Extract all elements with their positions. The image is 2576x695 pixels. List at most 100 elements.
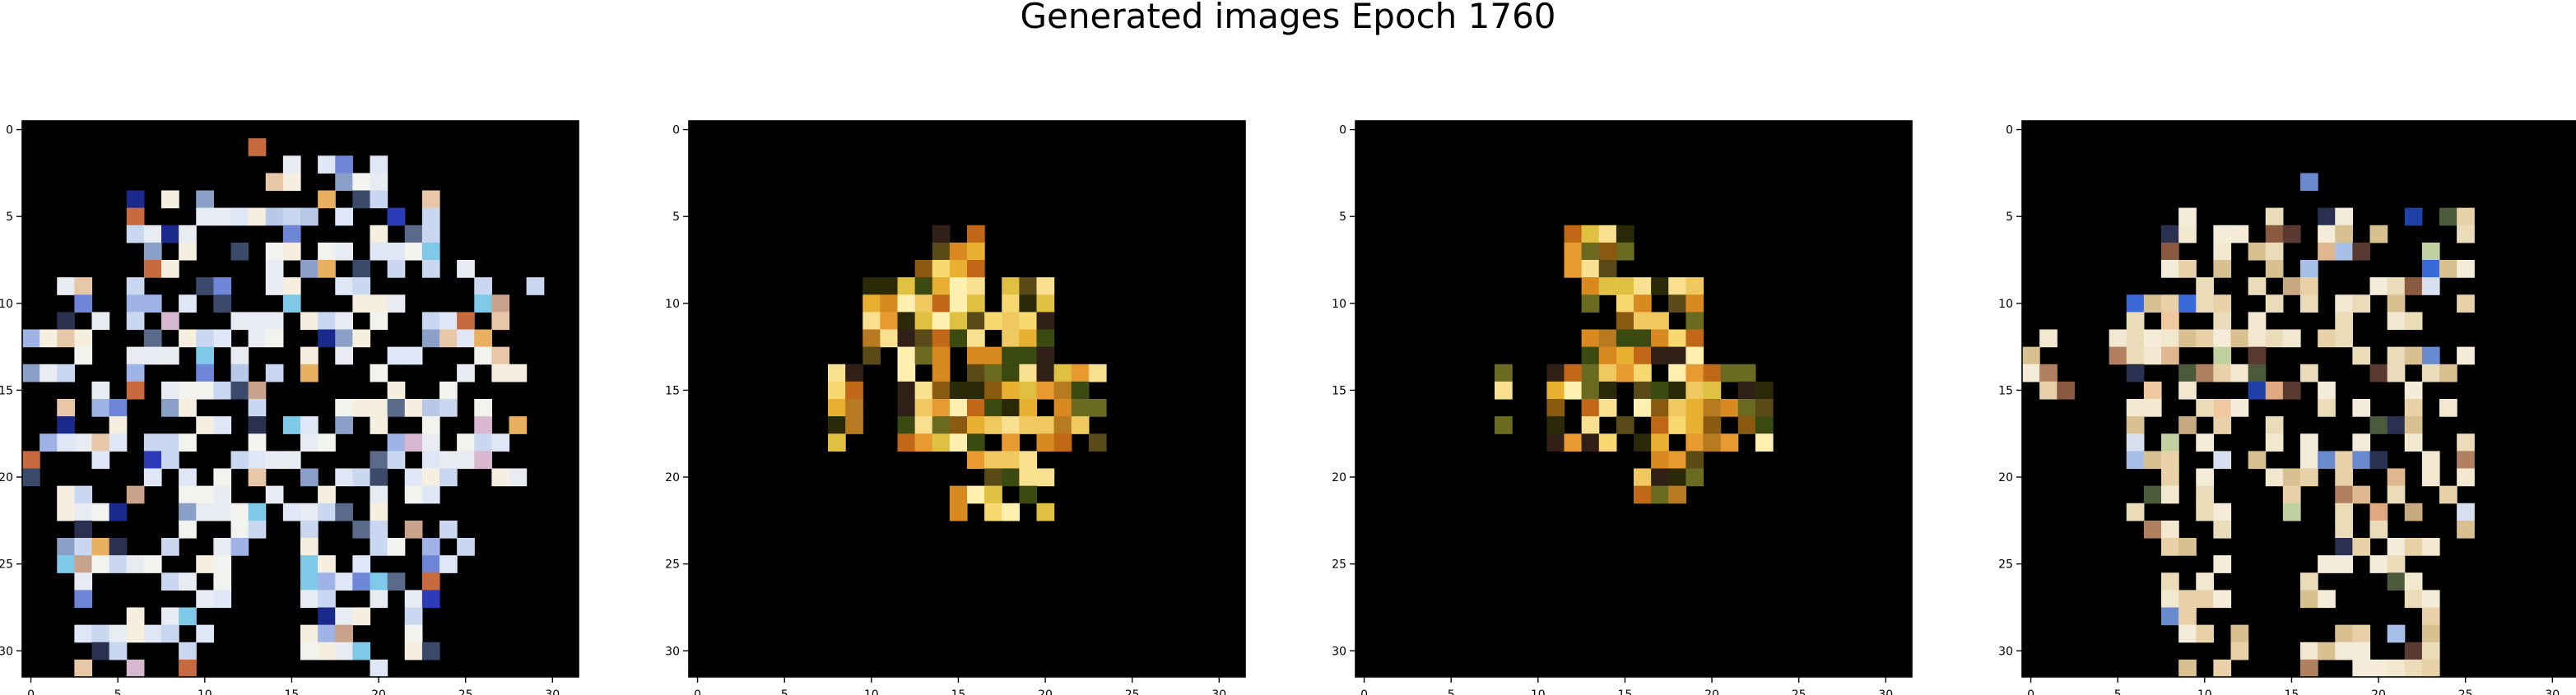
image-pixel xyxy=(213,590,232,609)
image-pixel xyxy=(57,485,75,504)
image-pixel xyxy=(57,329,75,348)
image-pixel xyxy=(230,381,249,400)
image-pixel xyxy=(2196,468,2214,487)
image-pixel xyxy=(318,190,336,209)
image-pixel xyxy=(2404,642,2423,660)
image-pixel xyxy=(1581,294,1600,313)
image-pixel xyxy=(897,364,916,382)
image-pixel xyxy=(932,399,951,417)
image-pixel xyxy=(300,538,319,556)
image-pixel xyxy=(914,399,933,417)
image-pixel xyxy=(474,399,492,417)
image-pixel xyxy=(1616,364,1634,382)
image-pixel xyxy=(196,207,214,226)
image-pixel xyxy=(300,520,319,539)
image-pixel xyxy=(265,451,284,470)
image-pixel xyxy=(179,520,197,539)
image-pixel xyxy=(949,242,968,261)
image-pixel xyxy=(949,485,968,504)
image-pixel xyxy=(2161,468,2179,487)
image-pixel xyxy=(1703,364,1722,382)
image-pixel xyxy=(949,416,968,434)
x-tick-label: 10 xyxy=(2197,688,2212,695)
image-pixel xyxy=(2196,433,2214,452)
image-pixel xyxy=(109,503,128,521)
image-pixel xyxy=(2126,346,2145,365)
image-pixel xyxy=(179,503,197,521)
image-pixel xyxy=(1019,346,1038,365)
image-pixel xyxy=(1581,260,1600,278)
image-pixel xyxy=(161,190,179,209)
image-pixel xyxy=(914,260,933,278)
image-pixel xyxy=(421,555,440,573)
image-pixel xyxy=(196,555,214,573)
image-pixel xyxy=(2126,329,2145,348)
image-pixel xyxy=(179,607,197,626)
image-pixel xyxy=(143,294,162,313)
image-pixel xyxy=(1581,399,1600,417)
image-pixel xyxy=(1598,433,1617,452)
image-pixel xyxy=(2387,277,2406,295)
image-pixel xyxy=(282,173,301,192)
image-pixel xyxy=(509,416,528,434)
image-pixel xyxy=(932,416,951,434)
image-pixel xyxy=(2439,364,2457,382)
image-pixel xyxy=(967,416,985,434)
image-pixel xyxy=(2352,346,2371,365)
image-pixel xyxy=(370,572,388,591)
image-pixel xyxy=(1686,451,1704,470)
image-pixel xyxy=(2335,207,2353,226)
image-pixel xyxy=(1019,468,1038,487)
image-pixel xyxy=(1564,433,1583,452)
image-pixel xyxy=(2230,225,2249,243)
image-pixel xyxy=(22,329,40,348)
image-pixel xyxy=(318,312,336,331)
image-pixel xyxy=(2300,294,2318,313)
image-pixel xyxy=(404,607,423,626)
image-panel-4: 0 5 10 15 20 25 30 0 5 10 15 20 25 30 xyxy=(1998,120,2576,695)
image-pixel xyxy=(1651,416,1669,434)
image-pixel xyxy=(897,312,916,331)
image-pixel xyxy=(2318,225,2336,243)
image-pixel xyxy=(932,329,951,348)
image-pixel xyxy=(179,485,197,504)
image-pixel xyxy=(2404,659,2423,678)
image-pixel xyxy=(2387,555,2406,573)
image-pixel xyxy=(1564,225,1583,243)
image-pixel xyxy=(265,277,284,295)
image-pixel xyxy=(387,207,406,226)
image-pixel xyxy=(1686,381,1704,400)
image-pixel xyxy=(370,538,388,556)
image-pixel xyxy=(2335,503,2353,521)
image-pixel xyxy=(2404,503,2423,521)
image-pixel xyxy=(318,485,336,504)
image-pixel xyxy=(421,399,440,417)
image-pixel xyxy=(2161,607,2179,626)
image-pixel xyxy=(282,416,301,434)
image-pixel xyxy=(179,572,197,591)
image-pixel xyxy=(1002,364,1020,382)
image-pixel xyxy=(74,624,93,643)
image-pixel xyxy=(2178,294,2197,313)
image-pixel xyxy=(1686,468,1704,487)
image-pixel xyxy=(2387,346,2406,365)
image-pixel xyxy=(2300,642,2318,660)
image-pixel xyxy=(335,329,353,348)
image-pixel xyxy=(2335,312,2353,331)
image-pixel xyxy=(1634,346,1652,365)
image-pixel xyxy=(1036,433,1055,452)
image-pixel xyxy=(74,433,93,452)
image-pixel xyxy=(474,329,492,348)
image-pixel xyxy=(1634,364,1652,382)
image-pixel xyxy=(984,468,1002,487)
image-pixel xyxy=(179,433,197,452)
image-pixel xyxy=(57,364,75,382)
image-pixel xyxy=(335,572,353,591)
image-pixel xyxy=(1651,399,1669,417)
axes-frame xyxy=(1355,120,1913,678)
image-pixel xyxy=(318,329,336,348)
image-pixel xyxy=(914,346,933,365)
image-pixel xyxy=(230,312,249,331)
image-pixel xyxy=(2248,277,2267,295)
image-pixel xyxy=(1598,346,1617,365)
